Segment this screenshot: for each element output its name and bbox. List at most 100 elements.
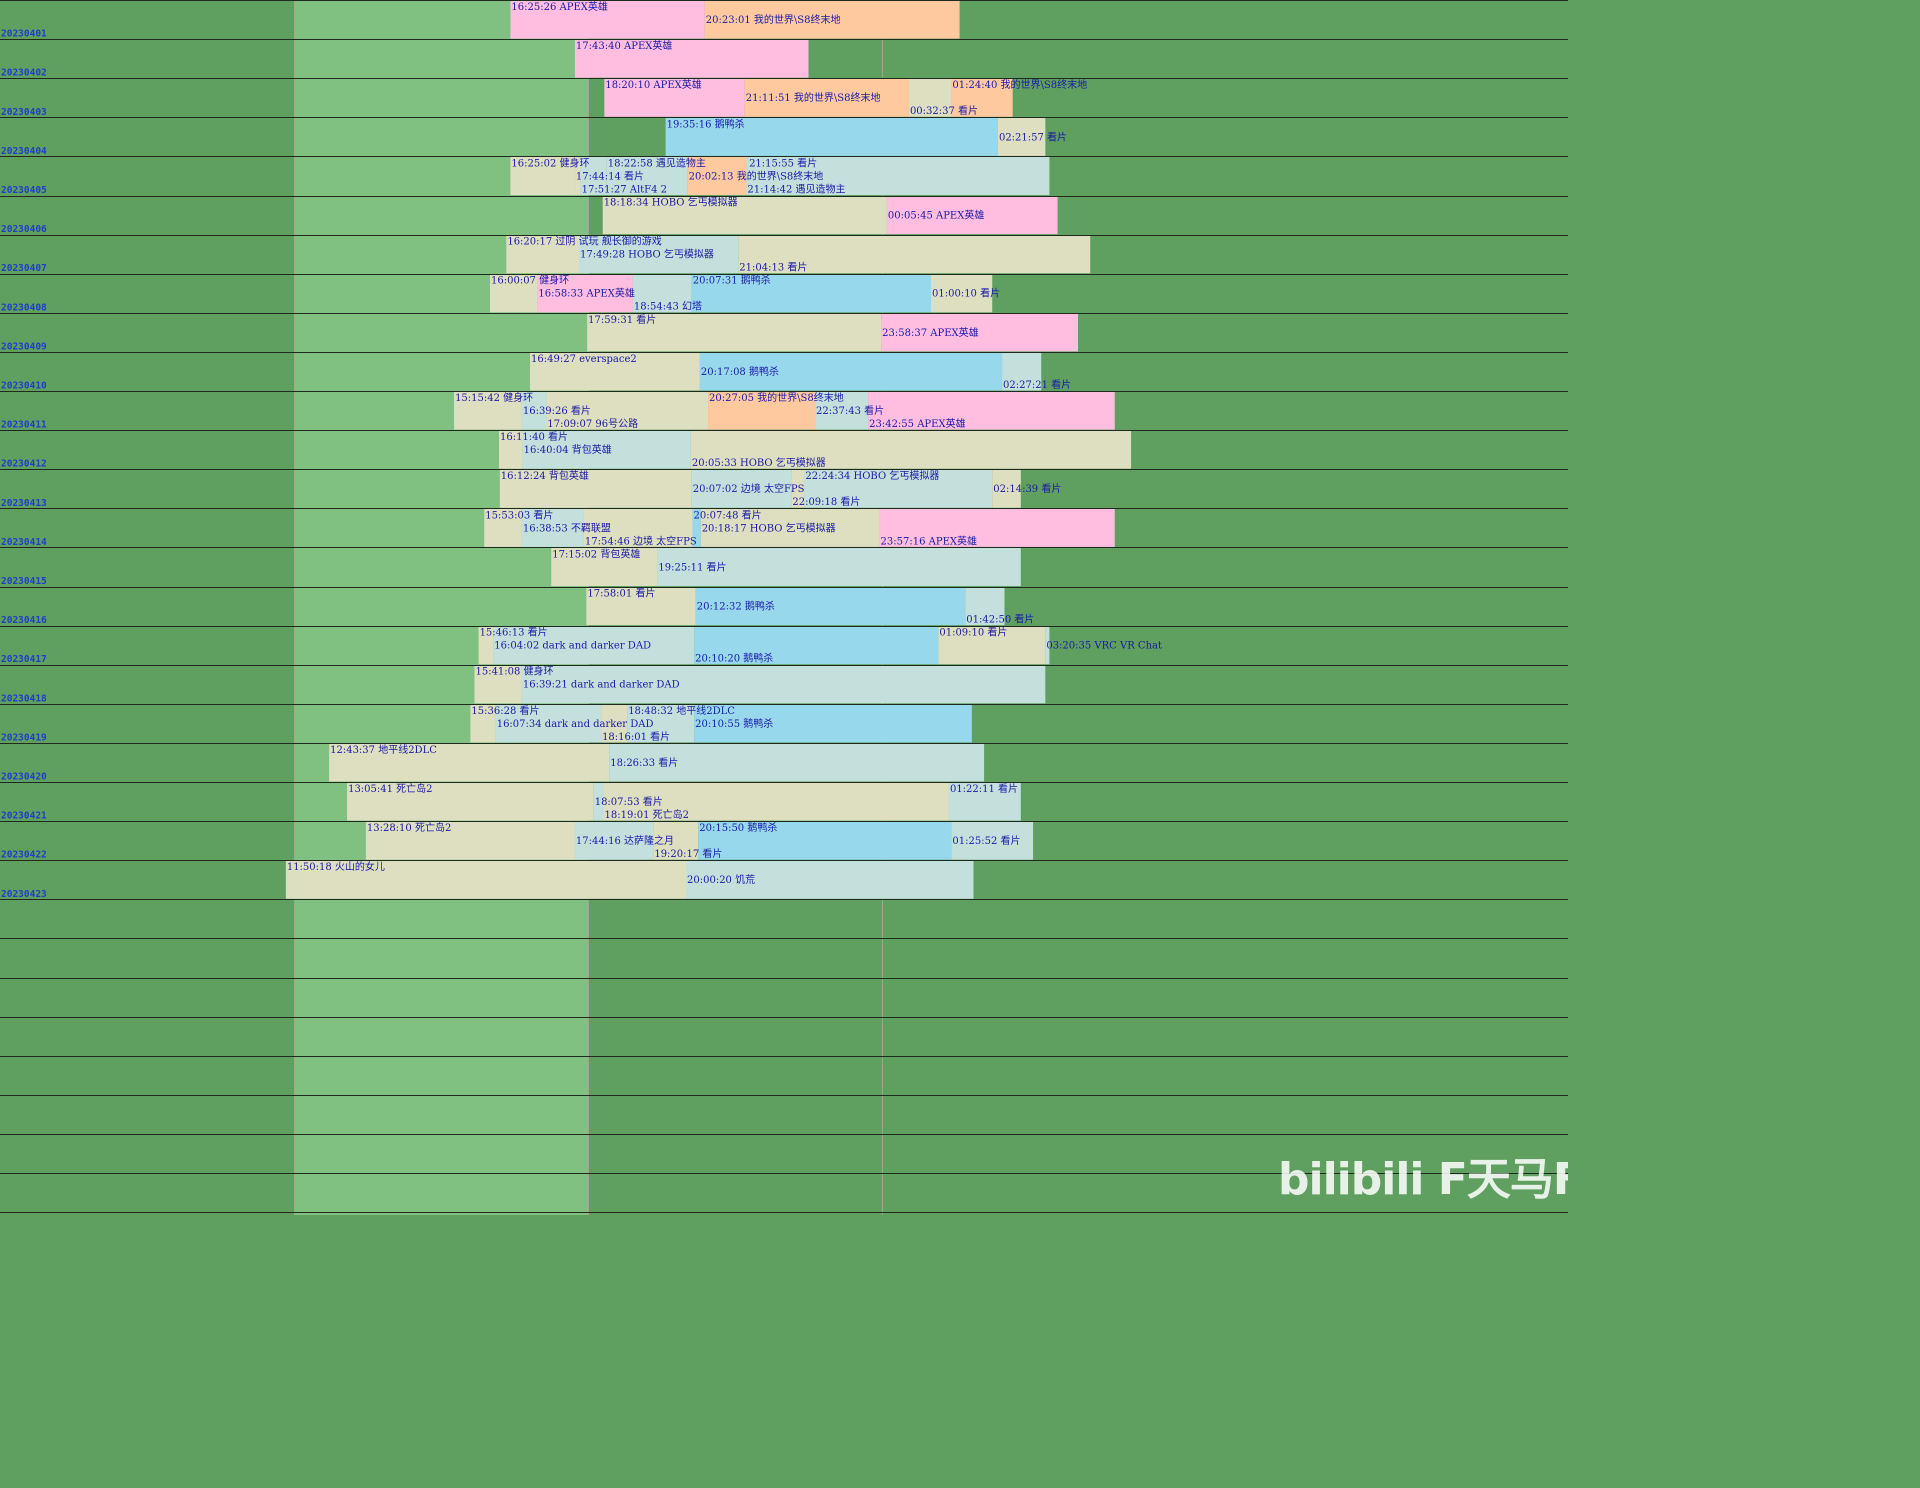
timeline-segment — [690, 430, 1132, 469]
timeline-segment — [700, 508, 880, 547]
timeline-segment — [546, 391, 709, 430]
timeline-segment — [704, 0, 960, 39]
timeline-segment — [484, 508, 522, 547]
timeline-segment — [521, 665, 1046, 704]
timeline-segment — [506, 235, 580, 274]
timeline-segment — [687, 156, 747, 195]
timeline-segment — [574, 821, 654, 860]
segment-label: 21:15:55 看片 — [749, 156, 817, 169]
timeline-segment — [498, 430, 523, 469]
timeline-segment — [694, 704, 972, 743]
segment-label: 13:28:10 死亡岛2 — [367, 821, 451, 834]
segment-label: 11:50:18 火山的女儿 — [287, 860, 385, 873]
timeline-segment — [521, 391, 547, 430]
segment-label: 15:41:08 健身环 — [475, 665, 553, 678]
timeline-segment — [1045, 626, 1050, 665]
segment-label: 20:00:20 饥荒 — [687, 873, 755, 886]
timeline-segment — [886, 196, 1058, 235]
timeline-segment — [478, 626, 494, 665]
timeline-segment — [474, 665, 522, 704]
segment-label: 16:12:24 背包英雄 — [501, 469, 589, 482]
date-label: 20230401 — [1, 29, 47, 40]
date-label: 20230421 — [1, 811, 47, 822]
timeline-segment — [657, 547, 1021, 586]
timeline-segment — [609, 743, 985, 782]
timeline-segment — [694, 626, 939, 665]
timeline-segment — [699, 352, 1003, 391]
timeline-segment — [495, 704, 602, 743]
timeline-segment — [691, 274, 931, 313]
segment-label: 02:27:21 看片 — [1003, 378, 1071, 391]
segment-label: 17:09:07 96号公路 — [547, 417, 638, 430]
timeline-segment — [454, 391, 522, 430]
timeline-segment — [602, 196, 887, 235]
segment-label: 21:14:42 遇见造物主 — [747, 182, 845, 195]
segment-label: 02:21:57 看片 — [999, 130, 1067, 143]
segment-label: 01:00:10 看片 — [932, 287, 1000, 300]
segment-label: 19:35:16 鹅鸭杀 — [667, 117, 745, 130]
segment-label: 20:10:20 鹅鸭杀 — [695, 652, 773, 665]
timeline-segment — [744, 78, 909, 117]
segment-label: 20:27:05 我的世界\S8终末地 — [709, 391, 844, 404]
segment-label: 18:22:58 遇见造物主 — [608, 156, 706, 169]
timeline-segment — [510, 0, 705, 39]
timeline-segment — [521, 508, 584, 547]
date-label: 20230423 — [1, 889, 47, 900]
segment-label: 20:18:17 HOBO 乞丐模拟器 — [702, 521, 836, 534]
segment-label: 16:11:40 看片 — [500, 430, 568, 443]
segment-label: 19:25:11 看片 — [658, 560, 726, 573]
segment-label: 16:38:53 不羁联盟 — [523, 522, 611, 534]
timeline-segment — [879, 508, 1115, 547]
segment-label: 00:32:37 看片 — [910, 104, 978, 117]
timeline-segment — [365, 821, 575, 860]
segment-label: 01:25:52 看片 — [952, 834, 1020, 847]
segment-label: 20:23:01 我的世界\S8终末地 — [706, 13, 841, 26]
segment-label: 18:54:43 幻塔 — [634, 300, 702, 313]
segment-label: 16:40:04 背包英雄 — [524, 443, 612, 456]
timeline-segment — [574, 156, 581, 195]
segment-label: 20:10:55 鹅鸭杀 — [695, 717, 773, 730]
timeline-segment — [965, 587, 1005, 626]
timeline-segment — [499, 469, 692, 508]
timeline-segment — [537, 274, 633, 313]
date-label: 20230414 — [1, 537, 47, 548]
date-label: 20230419 — [1, 732, 47, 743]
timeline-segment — [881, 313, 1078, 352]
timeline-segment — [692, 508, 701, 547]
segment-label: 18:19:01 死亡岛2 — [605, 808, 689, 821]
timeline-segment — [738, 235, 1091, 274]
segment-label: 20:15:50 鹅鸭杀 — [699, 821, 777, 834]
date-label: 20230406 — [1, 224, 47, 235]
timeline-segment — [329, 743, 610, 782]
timeline-segment — [748, 156, 1050, 195]
segment-label: 01:09:10 看片 — [939, 626, 1007, 639]
timeline-segment — [951, 821, 1034, 860]
segment-label: 20:17:08 鹅鸭杀 — [701, 365, 779, 378]
timeline-segment — [653, 821, 699, 860]
timeline-segment — [695, 587, 966, 626]
timeline-segment — [603, 782, 949, 821]
segment-label: 22:37:43 看片 — [816, 404, 884, 417]
segment-label: 20:02:13 我的世界\S8终末地 — [689, 169, 824, 182]
timeline-segment — [551, 547, 658, 586]
timeline-segment — [285, 860, 686, 899]
timeline-segment — [627, 704, 695, 743]
timeline-segment — [948, 782, 1021, 821]
timeline-segment — [686, 860, 974, 899]
date-label: 20230412 — [1, 459, 47, 470]
segment-label: 16:25:02 健身环 — [511, 156, 589, 169]
timeline-segment — [606, 156, 688, 195]
date-label: 20230404 — [1, 146, 47, 157]
segment-label: 17:59:31 看片 — [588, 313, 656, 326]
segment-label: 17:58:01 看片 — [587, 587, 655, 600]
date-label: 20230405 — [1, 185, 47, 196]
date-label: 20230408 — [1, 302, 47, 313]
timeline-segment — [580, 156, 607, 195]
segment-label: 23:42:55 APEX英雄 — [869, 417, 965, 430]
timeline-segment — [791, 469, 805, 508]
timeline-segment — [997, 117, 1046, 156]
segment-label: 16:04:02 dark and darker DAD — [494, 641, 651, 652]
segment-label: 15:15:42 健身环 — [455, 391, 533, 404]
timeline-segment — [908, 78, 952, 117]
timeline-segment — [632, 274, 692, 313]
